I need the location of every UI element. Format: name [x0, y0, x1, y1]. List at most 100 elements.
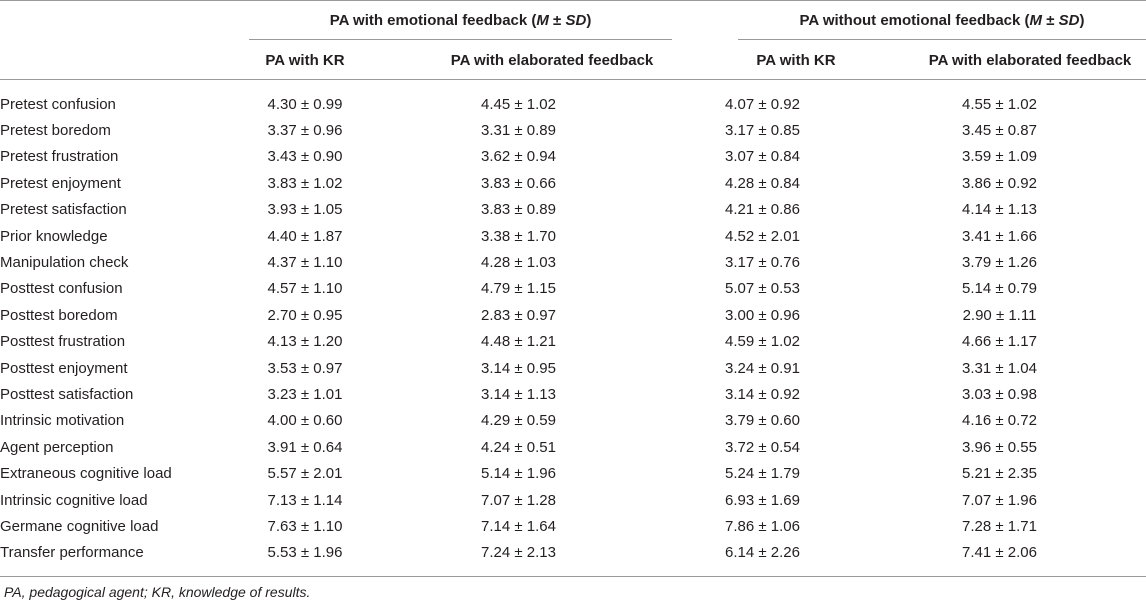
- cell-value: 3.43 ± 0.90: [267, 148, 343, 166]
- cell-value: 3.07 ± 0.84: [725, 148, 800, 166]
- cell-value: 7.86 ± 1.06: [725, 517, 800, 535]
- table-row: Intrinsic motivation 4.00 ± 0.60 4.29 ± 0.…: [0, 408, 1146, 434]
- cell-value: 3.86 ± 0.92: [962, 174, 1037, 192]
- cell-value: 5.57 ± 2.01: [267, 465, 343, 483]
- cell-value: 4.16 ± 0.72: [962, 412, 1037, 430]
- cell-value: 3.72 ± 0.54: [725, 438, 800, 456]
- row-label: Prior knowledge: [0, 227, 108, 245]
- cell-value: 5.21 ± 2.35: [962, 465, 1037, 483]
- row-label: Pretest confusion: [0, 95, 116, 113]
- row-label: Intrinsic motivation: [0, 412, 125, 430]
- cell-value: 3.14 ± 1.13: [481, 385, 556, 403]
- cell-value: 7.13 ± 1.14: [267, 491, 343, 509]
- cell-value: 3.37 ± 0.96: [267, 122, 343, 140]
- table-row: Posttest satisfaction 3.23 ± 1.01 3.14 ± 1…: [0, 381, 1146, 407]
- data-table: Pretest confusion 4.30 ± 0.99 4.45 ± 1.02 4…: [0, 91, 1146, 566]
- table-row: Pretest boredom 3.37 ± 0.96 3.31 ± 0.89 3.1…: [0, 117, 1146, 143]
- cell-value: 2.70 ± 0.95: [267, 306, 343, 324]
- cell-value: 4.79 ± 1.15: [481, 280, 556, 298]
- cell-value: 2.90 ± 1.11: [962, 306, 1037, 324]
- row-label: Posttest satisfaction: [0, 385, 134, 403]
- cell-value: 3.79 ± 1.26: [962, 254, 1037, 272]
- cell-value: 7.63 ± 1.10: [267, 517, 343, 535]
- table-row: Pretest satisfaction 3.93 ± 1.05 3.83 ± 0.…: [0, 197, 1146, 223]
- cell-value: 3.59 ± 1.09: [962, 148, 1037, 166]
- cell-value: 5.24 ± 1.79: [725, 465, 800, 483]
- cell-value: 3.83 ± 0.89: [481, 201, 556, 219]
- cell-value: 4.07 ± 0.92: [725, 95, 800, 113]
- cell-value: 4.00 ± 0.60: [267, 412, 343, 430]
- cell-value: 4.59 ± 1.02: [725, 333, 800, 351]
- cell-value: 2.83 ± 0.97: [481, 306, 556, 324]
- table-bottom-rule: [0, 576, 1146, 577]
- cell-value: 4.13 ± 1.20: [267, 333, 343, 351]
- header-rule: [0, 79, 1146, 80]
- table-row: Extraneous cognitive load 5.57 ± 2.01 5.14…: [0, 460, 1146, 486]
- table-footnote: PA, pedagogical agent; KR, knowledge of …: [4, 584, 311, 600]
- row-label: Extraneous cognitive load: [0, 465, 172, 483]
- cell-value: 7.07 ± 1.96: [962, 491, 1037, 509]
- row-label: Pretest enjoyment: [0, 174, 121, 192]
- row-label: Intrinsic cognitive load: [0, 491, 148, 509]
- table-row: Pretest confusion 4.30 ± 0.99 4.45 ± 1.02 4…: [0, 91, 1146, 117]
- cell-value: 6.14 ± 2.26: [725, 544, 800, 562]
- group-rule-no-emotional: [738, 39, 1146, 40]
- cell-value: 4.21 ± 0.86: [725, 201, 800, 219]
- cell-value: 3.24 ± 0.91: [725, 359, 800, 377]
- table-row: Manipulation check 4.37 ± 1.10 4.28 ± 1.03…: [0, 249, 1146, 275]
- cell-value: 3.41 ± 1.66: [962, 227, 1037, 245]
- row-label: Manipulation check: [0, 254, 129, 272]
- cell-value: 7.14 ± 1.64: [481, 517, 556, 535]
- row-label: Transfer performance: [0, 544, 144, 562]
- row-label: Germane cognitive load: [0, 517, 159, 535]
- row-label: Posttest frustration: [0, 333, 126, 351]
- table-row: Posttest enjoyment 3.53 ± 0.97 3.14 ± 0.95…: [0, 355, 1146, 381]
- cell-value: 3.93 ± 1.05: [267, 201, 343, 219]
- cell-value: 3.38 ± 1.70: [481, 227, 556, 245]
- cell-value: 3.14 ± 0.92: [725, 385, 800, 403]
- column-header-kr-no-emotional: PA with KR: [756, 52, 836, 69]
- cell-value: 3.17 ± 0.85: [725, 122, 800, 140]
- table-row: Intrinsic cognitive load 7.13 ± 1.14 7.07 …: [0, 487, 1146, 513]
- column-header-kr-emotional: PA with KR: [265, 52, 345, 69]
- table-row: Agent perception 3.91 ± 0.64 4.24 ± 0.51 3.…: [0, 434, 1146, 460]
- cell-value: 4.37 ± 1.10: [267, 254, 343, 272]
- cell-value: 5.07 ± 0.53: [725, 280, 800, 298]
- cell-value: 4.48 ± 1.21: [481, 333, 556, 351]
- cell-value: 4.24 ± 0.51: [481, 438, 556, 456]
- cell-value: 3.91 ± 0.64: [267, 438, 343, 456]
- column-header-elaborated-no-emotional: PA with elaborated feedback: [928, 52, 1132, 69]
- table-row: Pretest frustration 3.43 ± 0.90 3.62 ± 0.9…: [0, 144, 1146, 170]
- group-rule-emotional: [249, 39, 672, 40]
- cell-value: 5.14 ± 0.79: [962, 280, 1037, 298]
- cell-value: 4.66 ± 1.17: [962, 333, 1037, 351]
- row-label: Agent perception: [0, 438, 114, 456]
- cell-value: 3.83 ± 0.66: [481, 174, 556, 192]
- cell-value: 3.62 ± 0.94: [481, 148, 556, 166]
- cell-value: 3.96 ± 0.55: [962, 438, 1037, 456]
- cell-value: 7.41 ± 2.06: [962, 544, 1037, 562]
- cell-value: 3.83 ± 1.02: [267, 174, 343, 192]
- table-top-rule: [0, 0, 1146, 1]
- column-header-elaborated-emotional: PA with elaborated feedback: [450, 52, 654, 69]
- table-row: Pretest enjoyment 3.83 ± 1.02 3.83 ± 0.66 4…: [0, 170, 1146, 196]
- row-label: Pretest frustration: [0, 148, 119, 166]
- row-label: Pretest satisfaction: [0, 201, 127, 219]
- cell-value: 4.28 ± 0.84: [725, 174, 800, 192]
- cell-value: 3.17 ± 0.76: [725, 254, 800, 272]
- cell-value: 4.40 ± 1.87: [267, 227, 343, 245]
- row-label: Pretest boredom: [0, 122, 111, 140]
- table-row: Transfer performance 5.53 ± 1.96 7.24 ± 2.…: [0, 540, 1146, 566]
- table-row: Posttest frustration 4.13 ± 1.20 4.48 ± 1.…: [0, 329, 1146, 355]
- cell-value: 3.00 ± 0.96: [725, 306, 800, 324]
- table-row: Prior knowledge 4.40 ± 1.87 3.38 ± 1.70 4.5…: [0, 223, 1146, 249]
- cell-value: 7.28 ± 1.71: [962, 517, 1037, 535]
- cell-value: 4.45 ± 1.02: [481, 95, 556, 113]
- row-label: Posttest boredom: [0, 306, 118, 324]
- cell-value: 5.14 ± 1.96: [481, 465, 556, 483]
- cell-value: 7.24 ± 2.13: [481, 544, 556, 562]
- cell-value: 4.52 ± 2.01: [725, 227, 800, 245]
- cell-value: 4.14 ± 1.13: [962, 201, 1037, 219]
- cell-value: 3.03 ± 0.98: [962, 385, 1037, 403]
- cell-value: 3.14 ± 0.95: [481, 359, 556, 377]
